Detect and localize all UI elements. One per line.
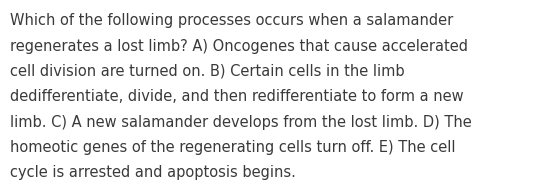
Text: homeotic genes of the regenerating cells turn off. E) The cell: homeotic genes of the regenerating cells… [10, 140, 455, 155]
Text: limb. C) A new salamander develops from the lost limb. D) The: limb. C) A new salamander develops from … [10, 115, 472, 130]
Text: cell division are turned on. B) Certain cells in the limb: cell division are turned on. B) Certain … [10, 64, 405, 79]
Text: dedifferentiate, divide, and then redifferentiate to form a new: dedifferentiate, divide, and then rediff… [10, 89, 464, 104]
Text: regenerates a lost limb? A) Oncogenes that cause accelerated: regenerates a lost limb? A) Oncogenes th… [10, 39, 468, 54]
Text: cycle is arrested and apoptosis begins.: cycle is arrested and apoptosis begins. [10, 165, 296, 180]
Text: Which of the following processes occurs when a salamander: Which of the following processes occurs … [10, 13, 453, 28]
